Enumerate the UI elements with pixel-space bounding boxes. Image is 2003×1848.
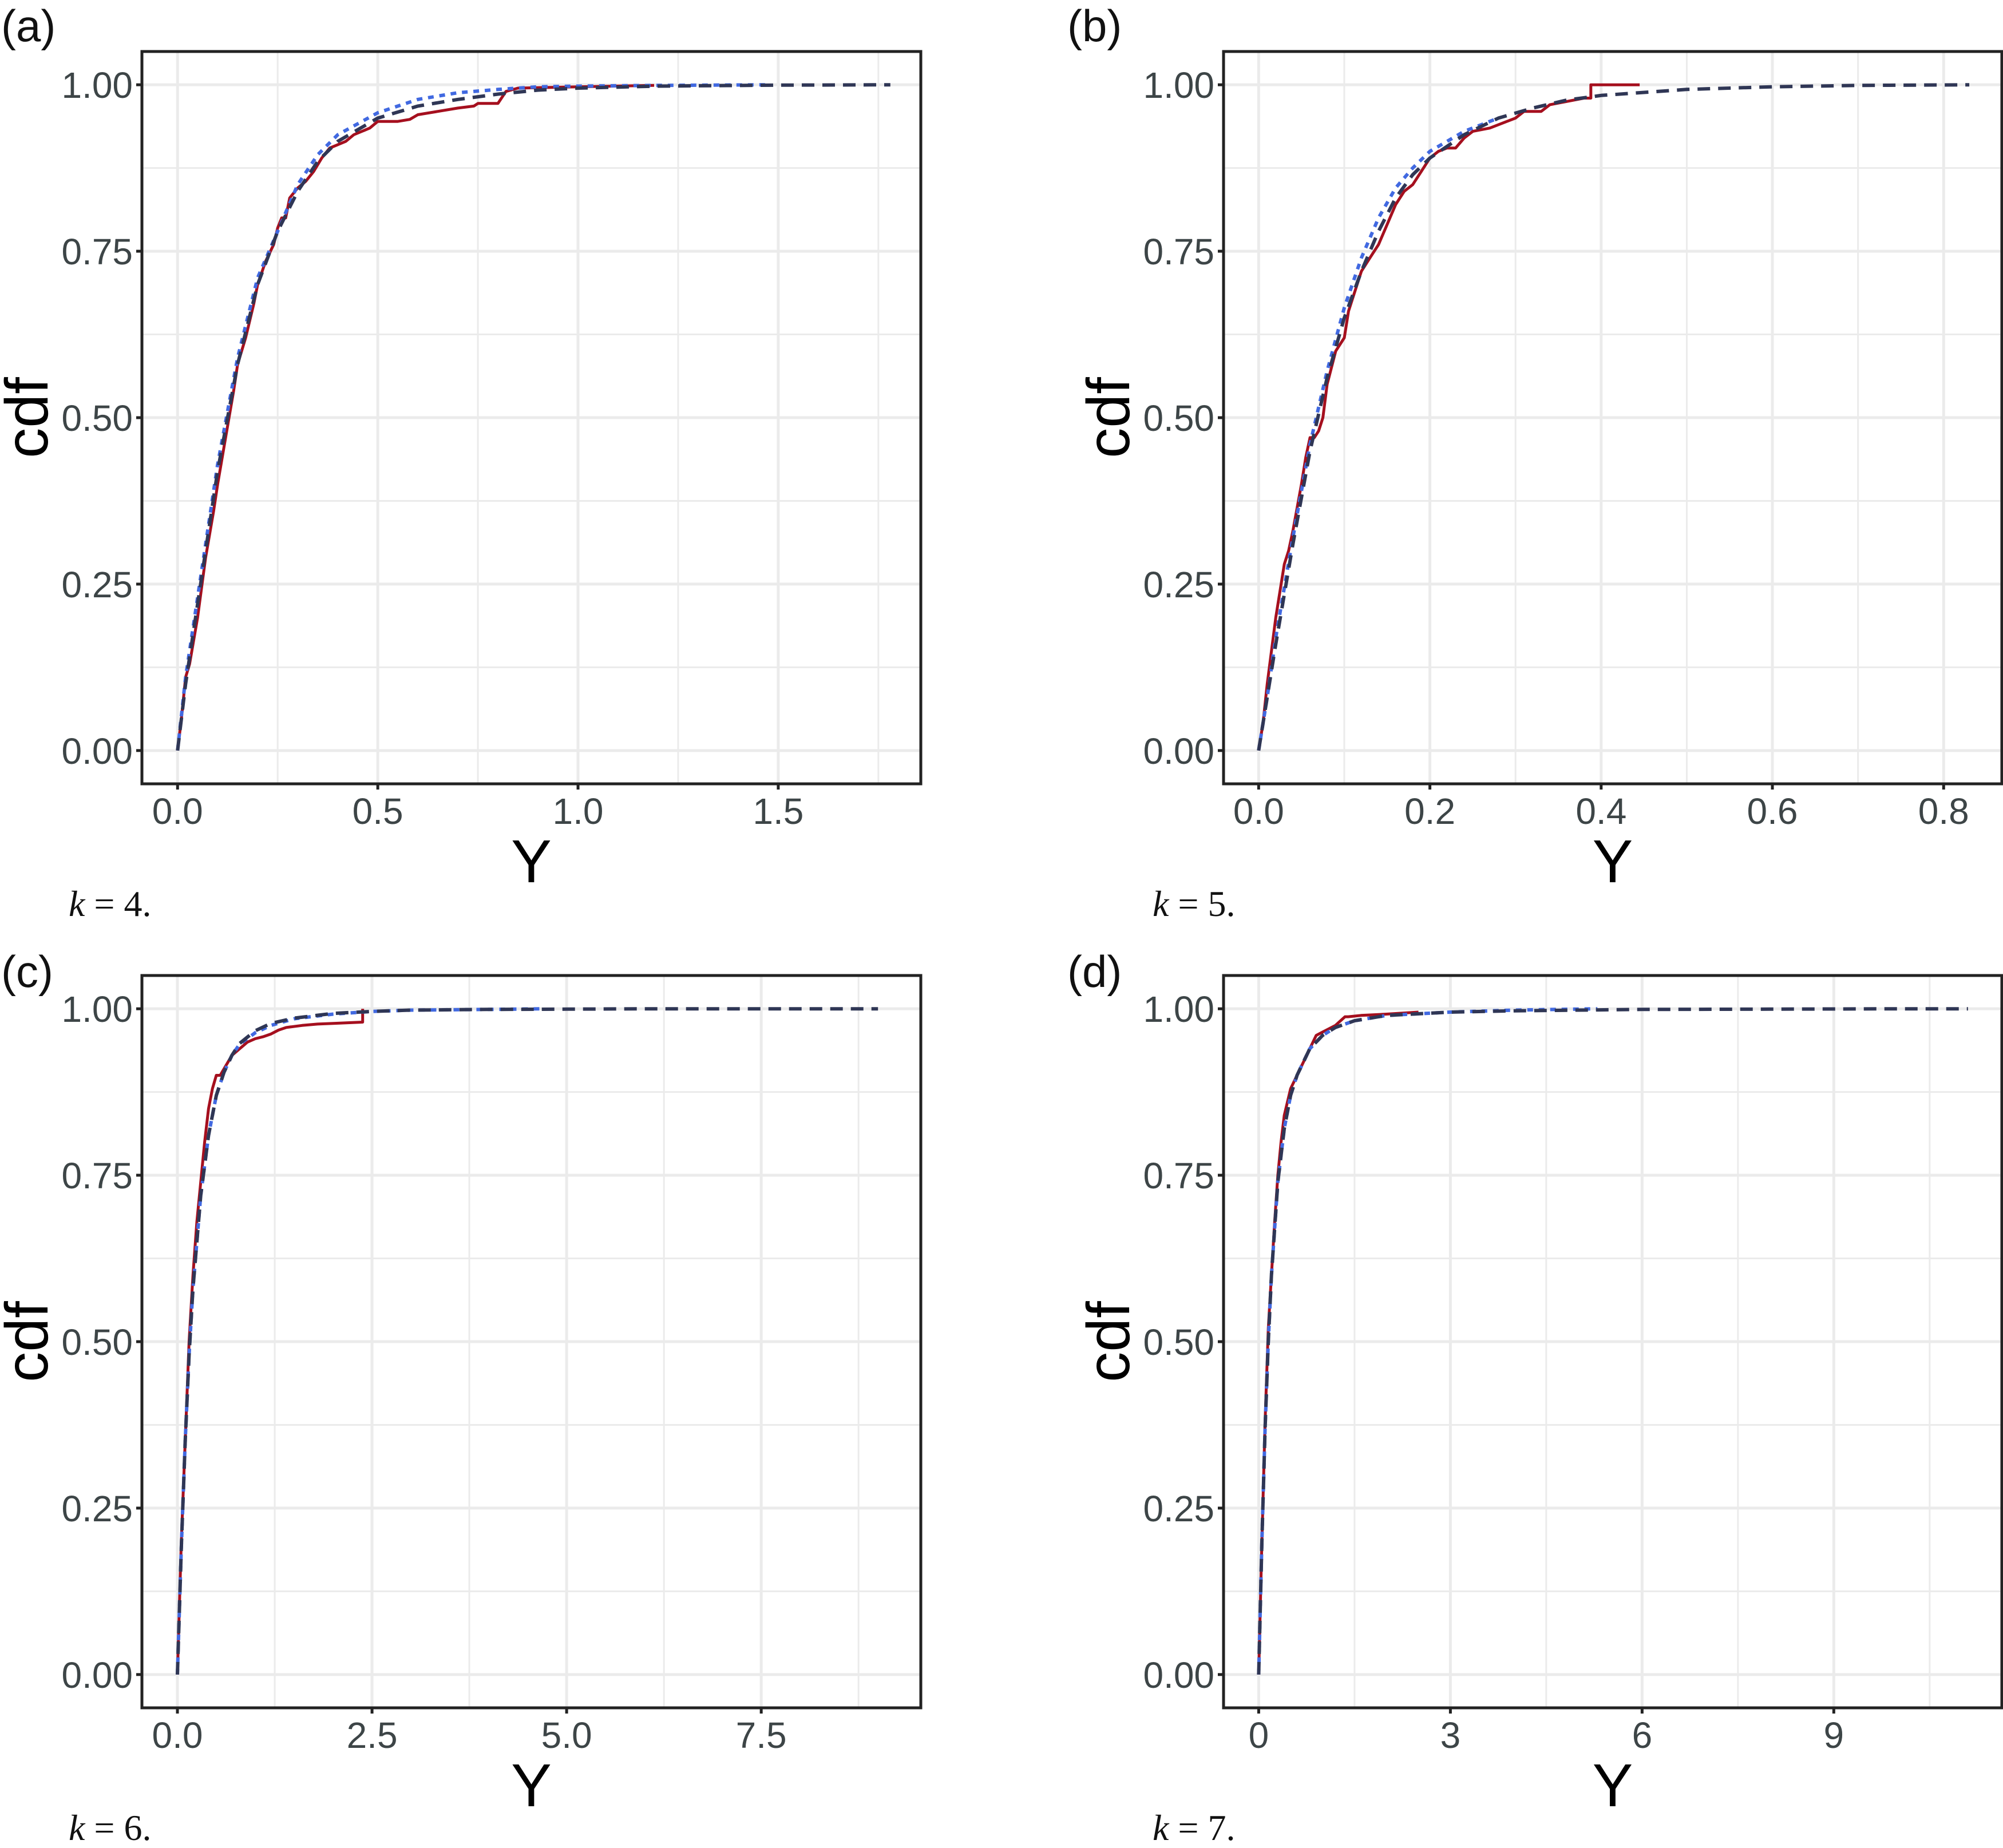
x-tick-label: 3	[1440, 1715, 1461, 1756]
y-tick-label: 1.00	[1143, 989, 1214, 1030]
y-tick-label: 1.00	[61, 989, 133, 1030]
x-tick-label: 1.5	[753, 791, 803, 832]
y-axis-title: cdf	[0, 377, 61, 458]
caption-value: = 7.	[1169, 1807, 1236, 1848]
solid-cdf-line	[1257, 1010, 1419, 1675]
y-tick-label: 0.00	[1143, 731, 1214, 772]
y-tick-label: 0.50	[1143, 1322, 1214, 1363]
y-tick-label: 0.75	[1143, 1155, 1214, 1196]
y-tick-label: 0.75	[1143, 231, 1214, 272]
x-tick-label: 1.0	[553, 791, 604, 832]
dashed-cdf-line	[1257, 83, 1970, 751]
x-tick-label: 0.4	[1576, 791, 1626, 832]
y-tick-label: 0.25	[61, 1488, 133, 1529]
y-tick-label: 0.00	[1143, 1655, 1214, 1696]
caption: k = 4.	[69, 886, 152, 922]
y-tick-label: 0.25	[1143, 1488, 1214, 1529]
y-tick-label: 1.00	[61, 65, 133, 106]
x-axis-title: Y	[1593, 1752, 1633, 1819]
grid	[142, 51, 921, 784]
x-tick-label: 0.0	[1233, 791, 1284, 832]
x-tick-label: 0.5	[353, 791, 403, 832]
y-tick-label: 0.50	[61, 1322, 133, 1363]
caption: k = 7.	[1153, 1810, 1236, 1846]
x-axis-title: Y	[511, 828, 552, 895]
x-tick-label: 2.5	[347, 1715, 398, 1756]
x-tick-label: 0.6	[1747, 791, 1798, 832]
dotted-cdf-line	[1257, 116, 1499, 751]
dashed-cdf-line	[1257, 1007, 1968, 1675]
x-tick-label: 0	[1249, 1715, 1269, 1756]
panel-label: (d)	[1067, 946, 1122, 997]
caption-value: = 5.	[1169, 883, 1236, 924]
panel-label: (b)	[1067, 1, 1122, 51]
panel-label: (a)	[1, 1, 56, 51]
panel-b: (b) 0.00 0.25 0.50 0.75 1.00 0.0 0.2 0.4 0.6 0.8 Y…	[1002, 0, 2003, 922]
x-axis-title: Y	[1593, 828, 1633, 895]
caption-value: = 4.	[85, 883, 152, 924]
grid	[1224, 975, 2002, 1708]
y-tick-label: 0.50	[1143, 398, 1214, 439]
x-tick-label: 5.0	[541, 1715, 592, 1756]
y-axis-title: cdf	[1075, 377, 1142, 458]
dotted-cdf-line	[176, 83, 766, 751]
y-tick-label: 0.00	[61, 1655, 133, 1696]
x-axis-title: Y	[511, 1752, 552, 1819]
y-tick-label: 1.00	[1143, 65, 1214, 106]
x-tick-label: 0.2	[1404, 791, 1455, 832]
x-tick-label: 6	[1632, 1715, 1653, 1756]
panel-label: (c)	[1, 946, 53, 997]
y-tick-label: 0.00	[61, 731, 133, 772]
caption-value: = 6.	[85, 1807, 152, 1848]
caption: k = 5.	[1153, 886, 1236, 922]
y-tick-label: 0.75	[61, 1155, 133, 1196]
dashed-cdf-line	[176, 83, 890, 751]
grid	[1224, 51, 2002, 784]
y-axis-title: cdf	[0, 1301, 61, 1382]
caption-variable: k	[69, 1807, 85, 1848]
x-tick-label: 7.5	[736, 1715, 787, 1756]
caption-variable: k	[1153, 1807, 1169, 1848]
caption-variable: k	[1153, 883, 1169, 924]
x-tick-label: 0.0	[152, 1715, 203, 1756]
y-tick-label: 0.25	[61, 564, 133, 605]
y-axis-title: cdf	[1075, 1301, 1142, 1382]
x-tick-label: 0.0	[152, 791, 203, 832]
x-tick-label: 0.8	[1918, 791, 1969, 832]
y-tick-label: 0.75	[61, 231, 133, 272]
caption: k = 6.	[69, 1810, 152, 1846]
y-tick-label: 0.50	[61, 398, 133, 439]
x-tick-label: 9	[1824, 1715, 1844, 1756]
grid	[142, 975, 921, 1708]
caption-variable: k	[69, 883, 85, 924]
dashed-cdf-line	[176, 1007, 878, 1675]
y-tick-label: 0.25	[1143, 564, 1214, 605]
